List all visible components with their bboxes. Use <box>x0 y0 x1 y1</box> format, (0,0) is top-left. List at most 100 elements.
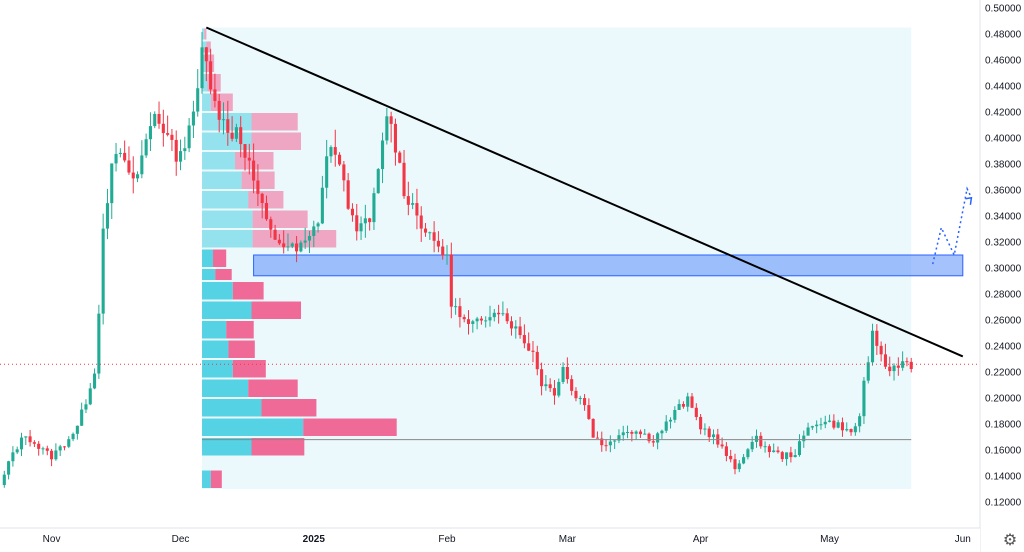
volume-profile-up-bar <box>202 152 236 170</box>
y-tick-label: 0.42000 <box>985 108 1022 119</box>
candle-down <box>389 116 393 124</box>
gear-icon[interactable]: ⚙ <box>1002 530 1018 549</box>
volume-profile-down-bar <box>251 438 305 456</box>
volume-profile-up-bar <box>202 230 253 248</box>
candle-down <box>342 164 346 181</box>
x-tick-label: Jun <box>955 534 971 545</box>
candle-up <box>183 148 187 152</box>
y-tick-label: 0.20000 <box>985 394 1022 405</box>
candle-down <box>449 254 453 307</box>
candle-up <box>608 441 612 446</box>
candle-up <box>191 111 195 126</box>
candle-down <box>419 215 423 229</box>
candle-down <box>213 89 217 101</box>
candle-down <box>62 446 67 448</box>
candle-down <box>780 452 784 460</box>
candle-down <box>909 361 913 370</box>
candle-down <box>28 436 32 443</box>
volume-profile-up-bar <box>202 301 252 319</box>
candle-up <box>372 193 376 223</box>
candle-down <box>548 384 552 389</box>
candle-up <box>785 452 789 460</box>
y-tick-label: 0.38000 <box>985 160 1022 171</box>
candle-down <box>759 435 763 447</box>
candle-up <box>71 433 75 440</box>
candle-up <box>806 427 810 436</box>
candle-up <box>80 409 84 426</box>
volume-profile-up-bar <box>202 282 233 300</box>
candle-down <box>209 61 213 90</box>
candle-up <box>858 416 862 427</box>
candle-up <box>686 396 690 407</box>
candle-down <box>699 417 703 430</box>
candle-up <box>772 450 776 453</box>
candle-up <box>303 240 307 243</box>
candle-up <box>286 246 290 248</box>
volume-profile-up-bar <box>202 399 262 417</box>
candle-down <box>832 420 836 428</box>
candle-up <box>625 431 630 433</box>
volume-profile-down-bar <box>252 210 308 228</box>
volume-profile-down-bar <box>248 191 284 209</box>
candle-up <box>290 243 294 247</box>
volume-profile-down-bar <box>251 113 298 131</box>
volume-profile-down-bar <box>226 321 254 339</box>
candle-up <box>901 361 905 368</box>
candle-up <box>514 326 518 329</box>
candle-up <box>411 203 415 205</box>
candle-up <box>746 449 750 458</box>
candle-up <box>178 151 183 162</box>
candle-up <box>11 452 15 462</box>
candle-up <box>664 421 668 431</box>
candle-up <box>484 320 488 322</box>
candle-down <box>840 422 845 431</box>
candle-down <box>505 313 509 322</box>
candle-down <box>432 232 436 241</box>
candle-up <box>148 126 152 140</box>
candle-down <box>600 438 604 446</box>
volume-profile-up-bar <box>202 438 252 456</box>
candle-down <box>458 306 462 318</box>
candle-up <box>380 140 385 170</box>
volume-profile-up-bar <box>202 191 249 209</box>
candle-up <box>299 242 303 252</box>
volume-profile-up-bar <box>202 418 304 436</box>
volume-profile-up-bar <box>202 93 211 111</box>
candle-down <box>651 441 655 443</box>
candle-down <box>849 429 853 433</box>
candle-up <box>75 425 79 434</box>
candle-up <box>656 433 660 443</box>
candle-up <box>613 440 617 442</box>
candle-down <box>157 113 161 124</box>
x-tick-label: 2025 <box>303 534 326 545</box>
candle-down <box>423 228 428 233</box>
candle-down <box>123 152 127 161</box>
candle-down <box>243 144 247 158</box>
candle-up <box>359 223 363 232</box>
candle-up <box>325 156 329 188</box>
candle-down <box>269 219 273 230</box>
candle-up <box>144 139 148 156</box>
candle-up <box>544 384 548 387</box>
candle-up <box>862 380 866 417</box>
candle-up <box>866 362 870 381</box>
candle-down <box>252 160 256 181</box>
volume-profile-down-bar <box>251 132 302 150</box>
candle-up <box>853 426 857 433</box>
candle-down <box>776 450 780 453</box>
y-tick-label: 0.12000 <box>985 498 1022 509</box>
candle-down <box>282 243 286 248</box>
volume-profile-up-bar <box>202 340 229 358</box>
candle-down <box>436 240 440 247</box>
candle-down <box>256 180 260 194</box>
candle-up <box>93 373 97 389</box>
candle-up <box>101 228 105 314</box>
volume-profile-up-bar <box>202 54 207 72</box>
candle-down <box>767 446 771 453</box>
volume-profile-down-bar <box>204 28 207 40</box>
candle-up <box>501 313 505 315</box>
candle-down <box>441 246 445 256</box>
y-axis-panel <box>980 0 1024 552</box>
